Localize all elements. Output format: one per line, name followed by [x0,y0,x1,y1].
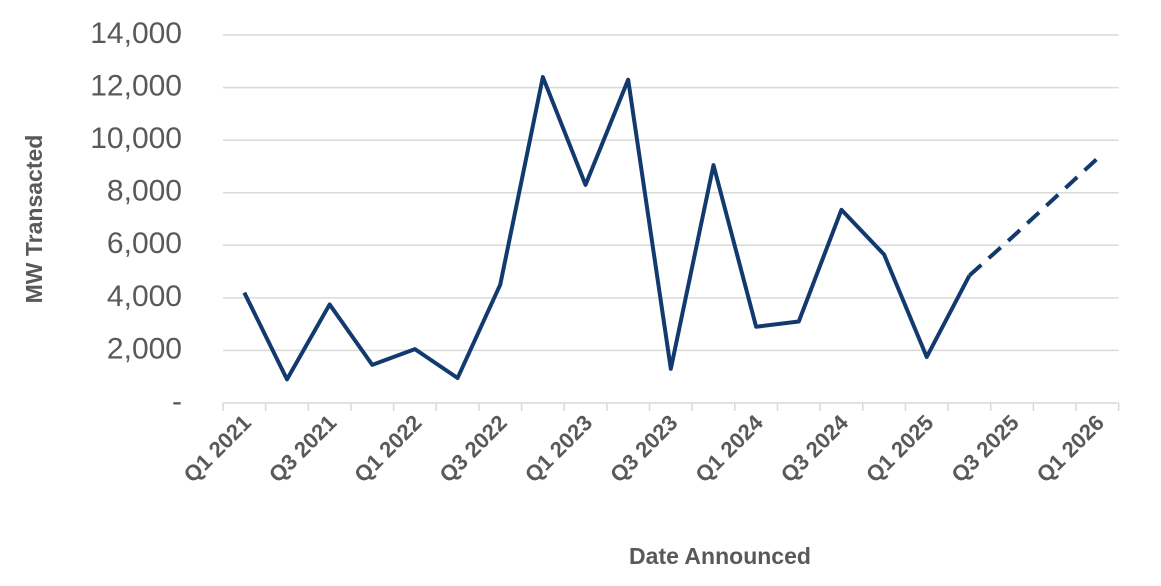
y-tick-label: 12,000 [90,69,182,102]
line [968,157,1099,278]
x-axis-title: Date Announced [629,543,811,569]
y-tick-label: 8,000 [107,175,182,208]
x-tick-label: Q1 2023 [520,410,597,487]
y-tick-label: 4,000 [107,280,182,313]
y-tick-label: 2,000 [107,332,182,365]
x-tick-label: Q3 2024 [776,409,854,487]
x-tick-label: Q3 2021 [264,410,341,487]
y-tick-label: 10,000 [90,122,182,155]
line [242,75,972,382]
x-tick-label: Q1 2022 [349,410,426,487]
x-tick-label: Q1 2021 [179,410,256,487]
y-tick-label: - [172,385,182,418]
x-tick-label: Q3 2023 [605,410,682,487]
x-tick-label: Q1 2024 [690,409,768,487]
y-tick-label: 14,000 [90,17,182,50]
x-tick-label: Q1 2025 [861,410,938,487]
y-tick-label: 6,000 [107,227,182,260]
x-tick-label: Q1 2026 [1032,410,1109,487]
y-axis-title: MW Transacted [21,135,47,304]
x-tick-label: Q3 2022 [435,410,512,487]
x-tick-label: Q3 2025 [946,410,1023,487]
